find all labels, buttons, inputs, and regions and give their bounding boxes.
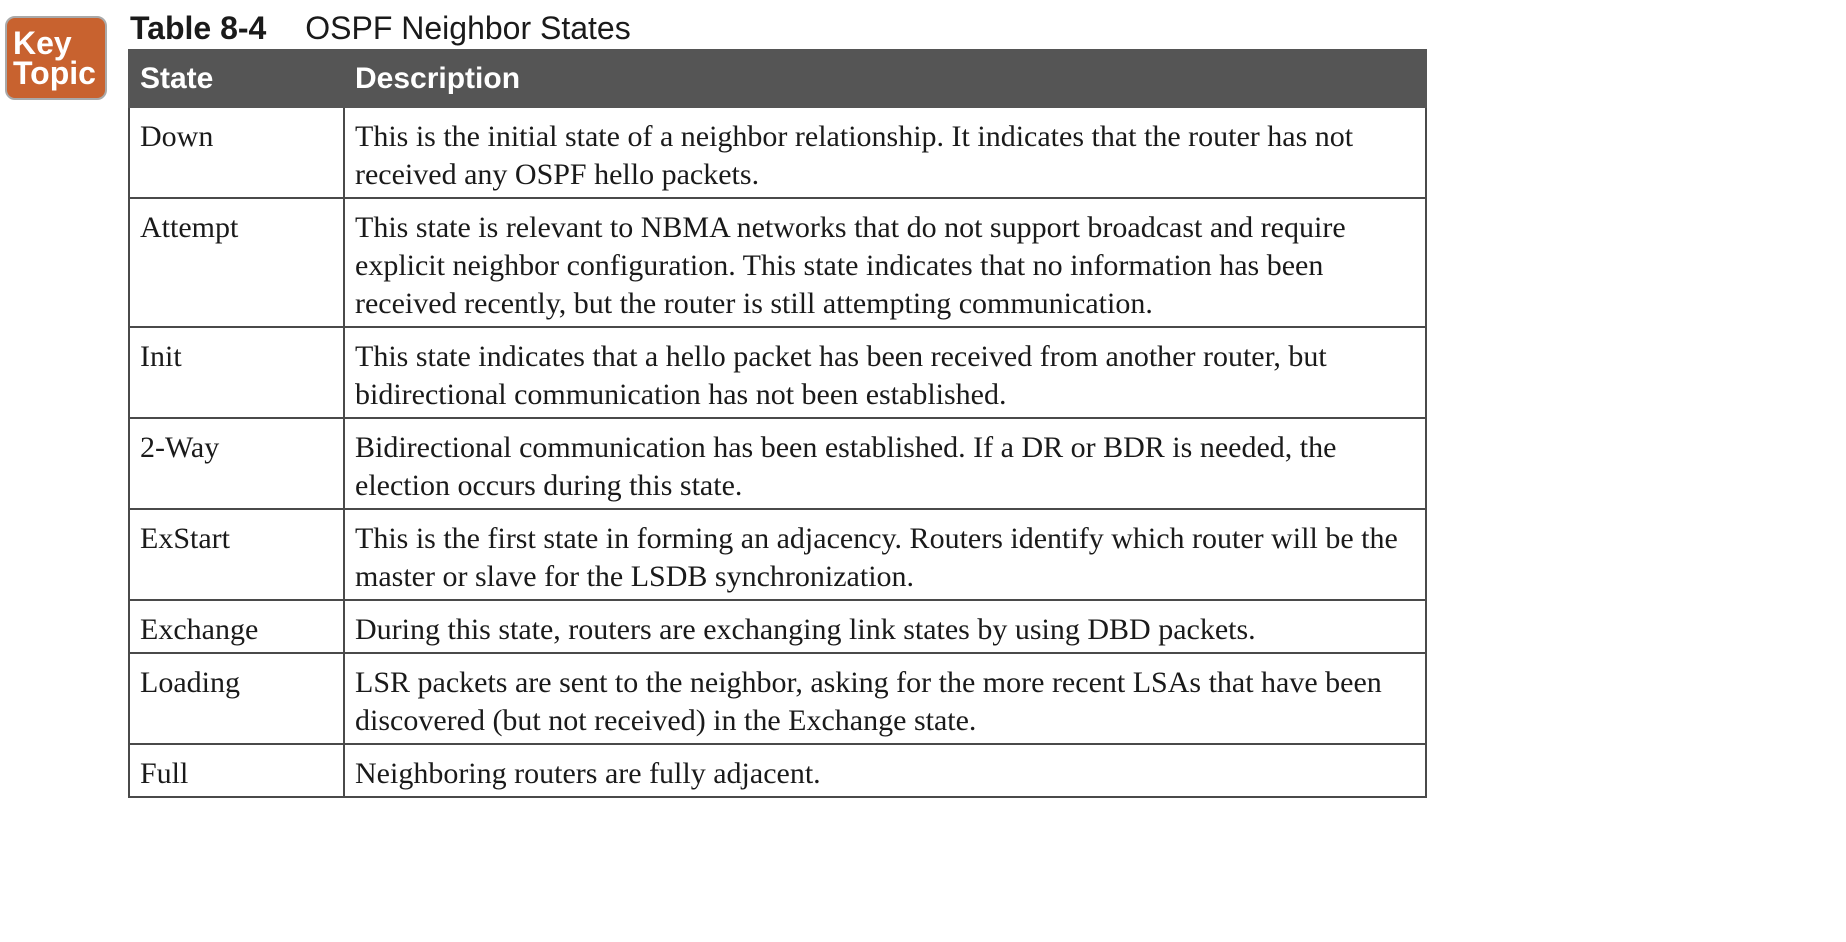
ospf-neighbor-states-table: State Description Down This is the initi… — [128, 49, 1427, 798]
table-row: Down This is the initial state of a neig… — [128, 106, 1427, 199]
state-cell: ExStart — [128, 508, 345, 601]
state-cell: Down — [128, 106, 345, 199]
table-number: Table 8-4 — [130, 10, 267, 46]
state-cell: Attempt — [128, 197, 345, 328]
description-cell: This state indicates that a hello packet… — [343, 326, 1427, 419]
description-cell: LSR packets are sent to the neighbor, as… — [343, 652, 1427, 745]
table-caption: Table 8-4 OSPF Neighbor States — [130, 10, 631, 47]
description-cell: This is the first state in forming an ad… — [343, 508, 1427, 601]
table-row: Full Neighboring routers are fully adjac… — [128, 743, 1427, 798]
state-cell: Loading — [128, 652, 345, 745]
table-row: Attempt This state is relevant to NBMA n… — [128, 197, 1427, 328]
description-cell: Bidirectional communication has been est… — [343, 417, 1427, 510]
state-cell: Exchange — [128, 599, 345, 654]
table-header-row: State Description — [128, 49, 1427, 108]
description-cell: This is the initial state of a neighbor … — [343, 106, 1427, 199]
table-row: Init This state indicates that a hello p… — [128, 326, 1427, 419]
description-cell: Neighboring routers are fully adjacent. — [343, 743, 1427, 798]
description-cell: During this state, routers are exchangin… — [343, 599, 1427, 654]
description-cell: This state is relevant to NBMA networks … — [343, 197, 1427, 328]
table-row: ExStart This is the first state in formi… — [128, 508, 1427, 601]
key-topic-line1: Key — [13, 25, 72, 61]
table-title: OSPF Neighbor States — [305, 10, 631, 46]
table-row: Exchange During this state, routers are … — [128, 599, 1427, 654]
key-topic-badge: Key Topic — [5, 16, 107, 100]
header-state: State — [128, 49, 345, 108]
table-row: Loading LSR packets are sent to the neig… — [128, 652, 1427, 745]
table-row: 2-Way Bidirectional communication has be… — [128, 417, 1427, 510]
state-cell: 2-Way — [128, 417, 345, 510]
state-cell: Full — [128, 743, 345, 798]
header-description: Description — [343, 49, 1427, 108]
key-topic-line2: Topic — [13, 55, 96, 91]
state-cell: Init — [128, 326, 345, 419]
